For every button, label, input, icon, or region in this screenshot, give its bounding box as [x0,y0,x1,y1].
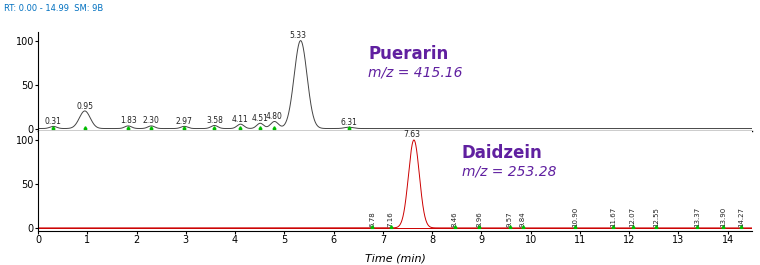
Text: m/z = 253.28: m/z = 253.28 [462,165,556,179]
Text: 4.80: 4.80 [266,112,283,121]
Text: RT: 0.00 - 14.99  SM: 9B: RT: 0.00 - 14.99 SM: 9B [4,4,103,13]
Text: 13.37: 13.37 [694,207,700,227]
Text: 14.27: 14.27 [738,207,744,227]
Text: 9.57: 9.57 [506,211,512,227]
Text: 4.11: 4.11 [232,115,249,124]
Text: 9.84: 9.84 [520,211,526,227]
Text: 13.90: 13.90 [720,207,726,227]
Text: 6.78: 6.78 [369,211,375,227]
Text: 8.46: 8.46 [451,211,458,227]
Text: 2.97: 2.97 [176,117,193,126]
Text: 3.58: 3.58 [206,116,223,125]
Text: 2.30: 2.30 [143,116,160,125]
Text: 12.07: 12.07 [630,207,635,227]
Text: m/z = 415.16: m/z = 415.16 [368,65,463,79]
Text: 5.33: 5.33 [290,31,306,40]
Text: Time (min): Time (min) [365,254,426,264]
Text: 0.31: 0.31 [45,117,62,126]
Text: 0.95: 0.95 [76,101,93,111]
Text: Puerarin: Puerarin [368,45,448,63]
Text: 8.96: 8.96 [477,211,483,227]
Text: 1.83: 1.83 [120,116,137,125]
Text: 12.55: 12.55 [654,207,660,227]
Text: 7.63: 7.63 [403,130,420,139]
Text: 11.67: 11.67 [610,207,616,227]
Text: 4.51: 4.51 [252,114,268,123]
Text: 7.16: 7.16 [388,211,394,227]
Text: 6.31: 6.31 [340,118,357,127]
Text: 10.90: 10.90 [572,207,578,227]
Text: Daidzein: Daidzein [462,144,543,162]
